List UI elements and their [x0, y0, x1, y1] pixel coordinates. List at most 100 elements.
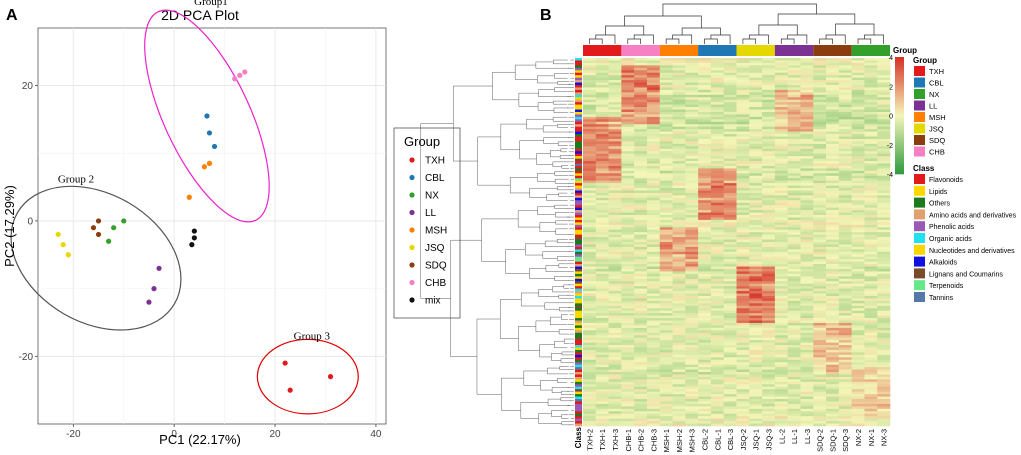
heat-cell — [736, 153, 750, 157]
heat-cell — [877, 190, 891, 194]
heat-cell — [851, 104, 865, 108]
heat-cell — [774, 111, 788, 115]
heat-cell — [813, 357, 827, 361]
class-legend-swatch-terpenoids — [914, 280, 925, 291]
heat-cell — [877, 273, 891, 277]
heat-cell — [659, 364, 673, 368]
heat-cell — [710, 416, 725, 419]
heat-cell — [762, 298, 776, 302]
heat-cell — [774, 322, 788, 326]
heat-cell — [838, 313, 852, 316]
heat-cell — [800, 342, 814, 346]
heat-cell — [851, 256, 865, 260]
heat-cell — [634, 215, 648, 218]
hm-legend-swatch-chb — [914, 146, 925, 157]
heat-cell — [621, 82, 635, 86]
class-cell — [575, 168, 582, 172]
heat-cell — [762, 349, 776, 353]
heat-cell — [685, 215, 699, 218]
heat-cell — [659, 254, 673, 258]
legend-dot-sdq — [409, 262, 415, 268]
heat-cell — [774, 70, 788, 74]
row-dendrogram-link — [561, 351, 568, 356]
heat-cell — [826, 254, 840, 258]
heat-cell — [634, 325, 648, 329]
heat-cell — [800, 330, 814, 334]
heat-cell — [864, 359, 878, 363]
heat-cell — [864, 222, 878, 226]
heat-cell — [774, 82, 788, 86]
class-cell — [575, 109, 582, 113]
heat-cell — [634, 156, 648, 159]
class-cell — [575, 195, 582, 199]
heat-cell — [749, 237, 763, 240]
heat-cell — [621, 254, 635, 258]
heat-cell — [672, 300, 686, 304]
heat-cell — [595, 254, 609, 258]
heat-cell — [762, 141, 776, 145]
heat-cell — [608, 141, 622, 145]
heat-cell — [762, 340, 776, 343]
heat-cell — [698, 369, 712, 373]
heat-cell — [621, 175, 635, 179]
heat-cell — [851, 124, 865, 127]
heat-cell — [864, 77, 878, 81]
heat-cell — [672, 65, 686, 69]
heat-cell — [851, 298, 865, 302]
heat-cell — [634, 364, 648, 368]
heat-cell — [595, 104, 609, 108]
heat-cell — [595, 116, 609, 120]
heat-cell — [595, 143, 609, 147]
heat-cell — [774, 205, 788, 208]
heat-cell — [685, 102, 699, 105]
heat-cell — [826, 222, 840, 226]
heat-cell — [787, 129, 801, 132]
heat-cell — [774, 281, 788, 284]
heat-cell — [774, 372, 788, 375]
heat-cell — [813, 124, 827, 127]
heat-cell — [877, 364, 891, 368]
heat-cell — [685, 82, 699, 86]
heat-cell — [774, 190, 788, 194]
heat-cell — [826, 173, 840, 177]
heat-cell — [736, 379, 750, 383]
heat-cell — [698, 376, 712, 380]
heat-cell — [838, 318, 852, 321]
heat-cell — [813, 116, 827, 120]
heat-cell — [659, 342, 673, 346]
heat-cell — [826, 293, 840, 297]
heat-cell — [698, 156, 712, 159]
heat-cell — [646, 170, 661, 174]
legend-label-chb: CHB — [425, 278, 446, 289]
heat-cell — [698, 327, 712, 331]
heat-cell — [595, 224, 609, 228]
heat-cell — [583, 330, 597, 334]
heat-cell — [621, 143, 635, 147]
heat-cell — [634, 163, 648, 167]
heat-cell — [608, 347, 622, 351]
heat-cell — [595, 114, 609, 118]
heat-cell — [877, 403, 891, 407]
heat-cell — [608, 190, 622, 194]
scale-step — [895, 60, 904, 64]
heat-cell — [749, 67, 763, 71]
heat-cell — [838, 379, 852, 383]
heat-cell — [595, 229, 609, 233]
heat-cell — [595, 264, 609, 267]
heat-cell — [813, 92, 827, 96]
heat-cell — [672, 89, 686, 93]
heat-cell — [646, 300, 661, 304]
heat-cell — [659, 349, 673, 353]
heat-cell — [864, 239, 878, 243]
heat-cell — [608, 374, 622, 378]
heat-cell — [787, 305, 801, 309]
heat-cell — [672, 421, 686, 424]
heat-cell — [851, 340, 865, 343]
heat-cell — [608, 259, 622, 262]
heat-cell — [608, 129, 622, 132]
class-cell — [575, 138, 582, 142]
heat-cell — [851, 396, 865, 400]
class-cell — [575, 332, 582, 336]
class-cell — [575, 330, 582, 334]
heat-cell — [736, 249, 750, 253]
